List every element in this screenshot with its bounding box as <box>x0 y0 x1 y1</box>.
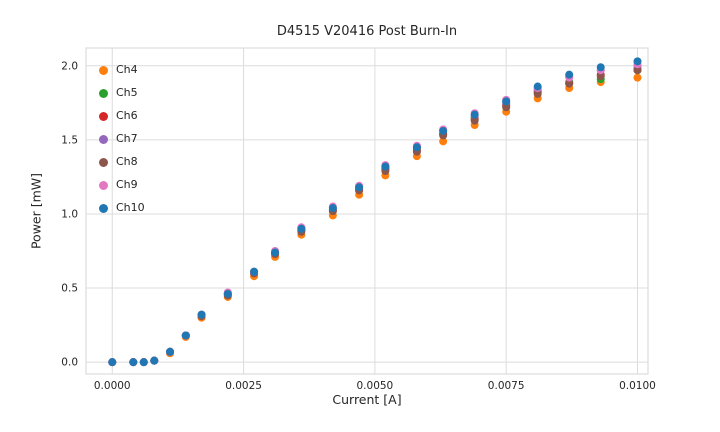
scatter-point-ch10 <box>297 224 306 233</box>
scatter-point-ch10 <box>328 204 337 213</box>
y-tick-label: 1.0 <box>61 208 78 220</box>
legend-item-ch5: Ch5 <box>99 84 145 102</box>
legend-item-ch4: Ch4 <box>99 61 145 79</box>
scatter-point-ch10 <box>150 356 159 365</box>
scatter-point-ch10 <box>533 82 542 91</box>
scatter-point-ch10 <box>633 57 642 66</box>
scatter-point-ch10 <box>502 97 511 106</box>
legend-label: Ch4 <box>116 63 138 76</box>
scatter-point-ch8 <box>502 103 511 112</box>
scatter-point-ch8 <box>633 66 642 75</box>
y-tick-label: 0.0 <box>61 357 78 369</box>
x-tick-label: 0.0075 <box>488 380 525 392</box>
scatter-point-ch4 <box>439 137 448 146</box>
scatter-point-ch8 <box>596 72 605 81</box>
legend-label: Ch5 <box>116 86 138 99</box>
y-tick-label: 2.0 <box>61 60 78 72</box>
scatter-point-ch4 <box>633 73 642 82</box>
scatter-point-ch10 <box>197 310 206 319</box>
x-tick-label: 0.0050 <box>357 380 394 392</box>
legend-label: Ch9 <box>116 178 138 191</box>
scatter-point-ch8 <box>470 116 479 125</box>
scatter-point-ch10 <box>139 358 148 367</box>
x-tick-label: 0.0100 <box>619 380 656 392</box>
y-tick-label: 0.5 <box>61 283 78 295</box>
legend-swatch <box>99 111 108 121</box>
scatter-point-ch10 <box>108 358 117 367</box>
scatter-point-ch8 <box>533 89 542 98</box>
scatter-point-ch10 <box>250 267 259 276</box>
legend-label: Ch8 <box>116 155 138 168</box>
scatter-point-ch10 <box>439 126 448 135</box>
plot-border <box>85 47 649 375</box>
legend-label: Ch7 <box>116 132 138 145</box>
y-axis-label: Power [mW] <box>28 172 44 250</box>
legend-label: Ch10 <box>116 201 145 214</box>
scatter-point-ch8 <box>565 79 574 88</box>
legend-item-ch6: Ch6 <box>99 107 145 125</box>
scatter-point-ch10 <box>381 162 390 171</box>
scatter-point-ch10 <box>596 63 605 72</box>
scatter-point-ch10 <box>166 347 175 356</box>
scatter-point-ch10 <box>129 358 138 367</box>
scatter-point-ch10 <box>181 331 190 340</box>
legend: Ch4 Ch5 Ch6 Ch7 Ch8 Ch9 Ch10 <box>99 61 145 217</box>
chart-title: D4515 V20416 Post Burn-In <box>276 24 458 39</box>
legend-item-ch8: Ch8 <box>99 153 145 171</box>
legend-swatch <box>99 157 108 167</box>
x-tick-label: 0.0025 <box>225 380 262 392</box>
legend-item-ch7: Ch7 <box>99 130 145 148</box>
scatter-point-ch10 <box>223 289 232 298</box>
scatter-point-ch10 <box>271 248 280 257</box>
legend-swatch <box>99 134 108 144</box>
scatter-point-ch10 <box>412 143 421 152</box>
legend-item-ch9: Ch9 <box>99 176 145 194</box>
y-tick-label: 1.5 <box>61 134 78 146</box>
legend-swatch <box>99 180 108 190</box>
legend-label: Ch6 <box>116 109 138 122</box>
x-tick-label: 0.0000 <box>94 380 131 392</box>
legend-swatch <box>99 203 108 213</box>
legend-swatch <box>99 65 108 75</box>
legend-item-ch10: Ch10 <box>99 199 145 217</box>
scatter-point-ch10 <box>355 183 364 192</box>
legend-swatch <box>99 88 108 98</box>
x-axis-label: Current [A] <box>332 392 402 407</box>
scatter-point-ch10 <box>565 70 574 79</box>
scatter-point-ch10 <box>470 110 479 119</box>
